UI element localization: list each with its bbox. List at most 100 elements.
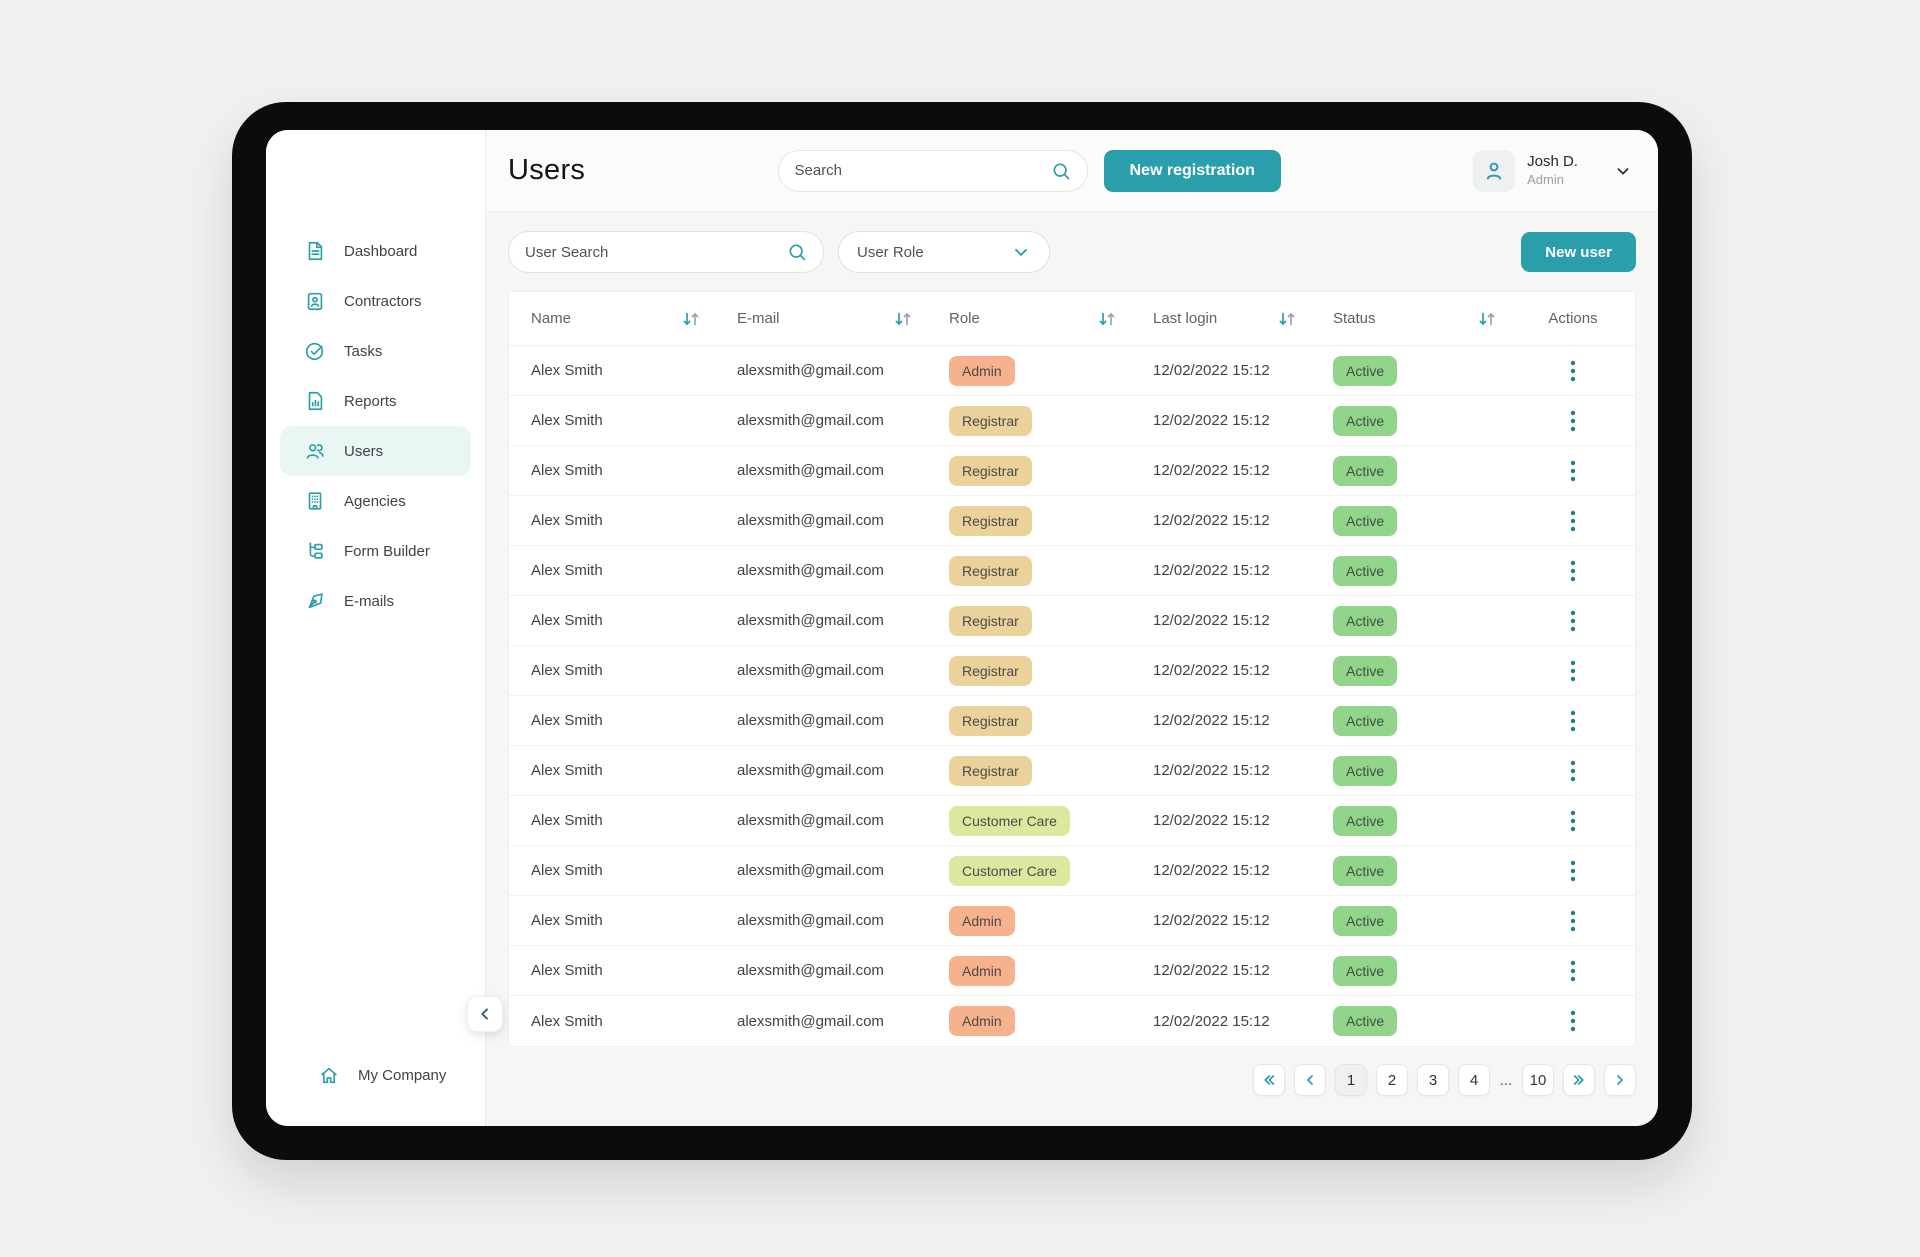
prev-page-button[interactable] (1294, 1064, 1326, 1096)
page-buttons: 1 2 3 4... 10 (1335, 1064, 1554, 1096)
sidebar-item-tasks[interactable]: Tasks (280, 326, 471, 376)
cell-name: Alex Smith (531, 412, 603, 429)
search-icon[interactable] (787, 242, 807, 262)
sidebar-item-reports[interactable]: Reports (280, 376, 471, 426)
double-chevron-right-icon (1573, 1075, 1584, 1085)
sidebar-item-form-builder[interactable]: Form Builder (280, 526, 471, 576)
user-role-select-label: User Role (857, 243, 924, 261)
cell-actions (1511, 457, 1635, 485)
table-row: Alex Smith alexsmith@gmail.com Registrar 12… (509, 446, 1635, 496)
page-button-4[interactable]: 4 (1458, 1064, 1490, 1096)
user-search-input[interactable] (525, 243, 787, 261)
global-search-input[interactable] (794, 162, 1051, 179)
cell-status: Active (1311, 505, 1511, 536)
sidebar-collapse-button[interactable] (467, 996, 503, 1032)
home-icon (318, 1064, 340, 1086)
cell-status: Active (1311, 405, 1511, 436)
row-actions-button[interactable] (1559, 707, 1587, 735)
last-page-button[interactable] (1563, 1064, 1595, 1096)
cell-role: Registrar (927, 505, 1131, 536)
cell-email: alexsmith@gmail.com (737, 562, 884, 579)
sidebar-item-dashboard[interactable]: Dashboard (280, 226, 471, 276)
table-row: Alex Smith alexsmith@gmail.com Registrar 12… (509, 646, 1635, 696)
row-actions-button[interactable] (1559, 557, 1587, 585)
row-actions-button[interactable] (1559, 857, 1587, 885)
cell-email: alexsmith@gmail.com (737, 412, 884, 429)
cell-actions (1511, 657, 1635, 685)
pagination-ellipsis: ... (1499, 1064, 1513, 1096)
cell-name: Alex Smith (531, 862, 603, 879)
cell-email: alexsmith@gmail.com (737, 712, 884, 729)
status-badge: Active (1333, 905, 1398, 936)
cell-actions (1511, 757, 1635, 785)
user-search (508, 231, 824, 273)
tasks-icon (304, 340, 326, 362)
cell-role: Customer Care (927, 805, 1131, 836)
cell-email: alexsmith@gmail.com (737, 462, 884, 479)
first-page-button[interactable] (1253, 1064, 1285, 1096)
sidebar-item-contractors[interactable]: Contractors (280, 276, 471, 326)
table-header: Name E-mail Role Last login Status Actio… (509, 292, 1635, 346)
cell-status: Active (1311, 855, 1511, 886)
row-actions-button[interactable] (1559, 757, 1587, 785)
cell-role: Registrar (927, 455, 1131, 486)
sort-icon[interactable] (1277, 310, 1297, 328)
chevron-down-icon[interactable] (1614, 162, 1632, 180)
sidebar-item-my-company[interactable]: My Company (294, 1050, 457, 1100)
row-actions-button[interactable] (1559, 957, 1587, 985)
cell-email: alexsmith@gmail.com (737, 512, 884, 529)
table-row: Alex Smith alexsmith@gmail.com Registrar 12… (509, 546, 1635, 596)
sort-icon[interactable] (893, 310, 913, 328)
status-badge: Active (1333, 655, 1398, 686)
emails-icon (304, 590, 326, 612)
user-menu[interactable]: Josh D. Admin (1473, 149, 1632, 192)
row-actions-button[interactable] (1559, 657, 1587, 685)
page-button-2[interactable]: 2 (1376, 1064, 1408, 1096)
chevron-left-icon (481, 1008, 488, 1020)
user-role-select[interactable]: User Role (838, 231, 1050, 273)
cell-role: Registrar (927, 405, 1131, 436)
new-registration-button[interactable]: New registration (1103, 149, 1281, 192)
next-page-button[interactable] (1604, 1064, 1636, 1096)
cell-status: Active (1311, 605, 1511, 636)
status-badge: Active (1333, 1006, 1398, 1036)
status-badge: Active (1333, 755, 1398, 786)
tablet-frame: Dashboard Contractors Tasks Reports Users Age… (232, 102, 1692, 1160)
sidebar-item-agencies[interactable]: Agencies (280, 476, 471, 526)
user-name: Josh D. (1527, 153, 1578, 170)
row-actions-button[interactable] (1559, 457, 1587, 485)
cell-last-login: 12/02/2022 15:12 (1153, 562, 1270, 579)
table-row: Alex Smith alexsmith@gmail.com Customer Ca… (509, 846, 1635, 896)
cell-status: Active (1311, 955, 1511, 986)
row-actions-button[interactable] (1559, 407, 1587, 435)
sort-icon[interactable] (1097, 310, 1117, 328)
row-actions-button[interactable] (1559, 507, 1587, 535)
cell-actions (1511, 607, 1635, 635)
row-actions-button[interactable] (1559, 1007, 1587, 1035)
cell-role: Admin (927, 905, 1131, 936)
filter-bar: User Role New user (508, 231, 1636, 273)
sort-icon[interactable] (681, 310, 701, 328)
row-actions-button[interactable] (1559, 807, 1587, 835)
new-user-button[interactable]: New user (1521, 232, 1636, 272)
search-icon[interactable] (1051, 161, 1071, 181)
content-area: User Role New user Name E-mail Role Last… (486, 212, 1658, 1126)
table-row: Alex Smith alexsmith@gmail.com Registrar 12… (509, 596, 1635, 646)
cell-name: Alex Smith (531, 712, 603, 729)
table-row: Alex Smith alexsmith@gmail.com Registrar 12… (509, 696, 1635, 746)
cell-name: Alex Smith (531, 812, 603, 829)
page-button-3[interactable]: 3 (1417, 1064, 1449, 1096)
role-badge: Registrar (949, 755, 1032, 786)
page-button-1[interactable]: 1 (1335, 1064, 1367, 1096)
cell-actions (1511, 407, 1635, 435)
page-button-10[interactable]: 10 (1522, 1064, 1554, 1096)
cell-last-login: 12/02/2022 15:12 (1153, 412, 1270, 429)
sidebar: Dashboard Contractors Tasks Reports Users Age… (266, 130, 503, 1126)
sort-icon[interactable] (1477, 310, 1497, 328)
row-actions-button[interactable] (1559, 357, 1587, 385)
column-header-role: Role (927, 310, 1131, 328)
row-actions-button[interactable] (1559, 907, 1587, 935)
sidebar-item-e-mails[interactable]: E-mails (280, 576, 471, 626)
row-actions-button[interactable] (1559, 607, 1587, 635)
sidebar-item-users[interactable]: Users (280, 426, 471, 476)
